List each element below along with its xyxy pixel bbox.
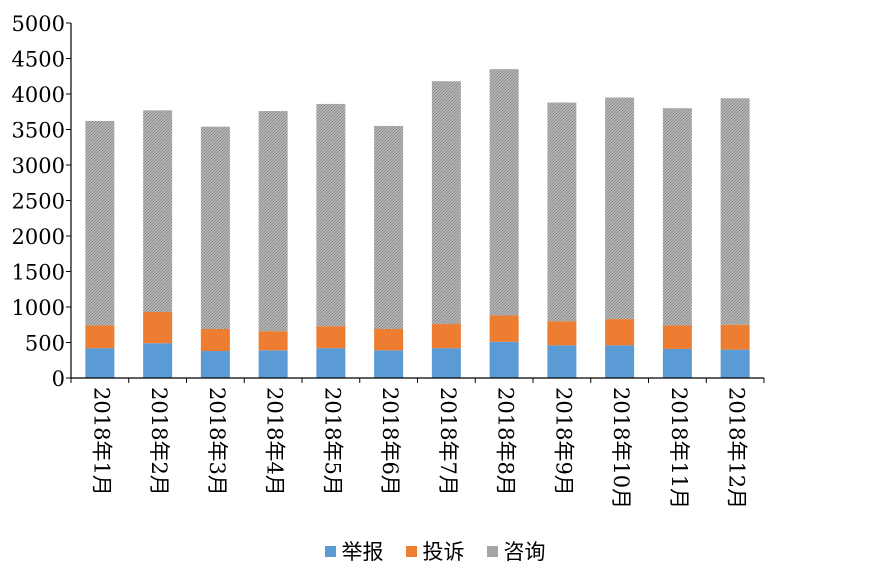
x-tick-label: 2018年4月 bbox=[263, 387, 287, 496]
y-tick-label: 0 bbox=[52, 367, 65, 391]
bar-segment-jubao bbox=[489, 341, 519, 378]
bar-segment-tousu bbox=[374, 329, 404, 351]
bars bbox=[85, 69, 750, 378]
bar-segment-jubao bbox=[662, 348, 692, 378]
legend-swatch-jubao bbox=[324, 545, 336, 557]
x-tick-label: 2018年2月 bbox=[147, 387, 171, 496]
bar-segment-tousu bbox=[85, 325, 115, 349]
x-tick-label: 2018年8月 bbox=[494, 387, 518, 496]
legend-label-tousu: 投诉 bbox=[422, 540, 465, 564]
y-tick-label: 2000 bbox=[12, 225, 65, 249]
bar-segment-zixun bbox=[431, 81, 461, 325]
legend-item-tousu: 投诉 bbox=[405, 536, 465, 566]
bar-segment-tousu bbox=[143, 311, 173, 344]
legend: 举报 投诉 咨询 bbox=[0, 536, 870, 566]
bar-segment-zixun bbox=[200, 126, 230, 330]
bar-segment-zixun bbox=[662, 108, 692, 326]
bar-segment-jubao bbox=[258, 350, 288, 378]
bar-segment-tousu bbox=[489, 315, 519, 342]
bar-segment-jubao bbox=[605, 345, 635, 378]
bar-segment-zixun bbox=[374, 125, 404, 330]
y-tick-label: 4500 bbox=[12, 48, 65, 72]
bar-segment-zixun bbox=[316, 103, 346, 327]
x-tick-label: 2018年11月 bbox=[667, 387, 691, 509]
bar-segment-tousu bbox=[720, 324, 750, 350]
bar-segment-tousu bbox=[316, 326, 346, 349]
y-tick-label: 500 bbox=[25, 332, 65, 356]
legend-item-zixun: 咨询 bbox=[486, 536, 546, 566]
x-axis: 2018年1月 2018年2月 2018年3月 2018年4月 2018年5月 2018年… bbox=[70, 377, 765, 509]
bar-segment-zixun bbox=[720, 98, 750, 325]
bar-segment-tousu bbox=[547, 321, 577, 346]
bar-segment-jubao bbox=[143, 343, 173, 378]
bar-segment-tousu bbox=[662, 325, 692, 349]
bar-segment-zixun bbox=[143, 110, 173, 312]
bar-segment-zixun bbox=[489, 69, 519, 316]
x-tick-label: 2018年7月 bbox=[436, 387, 460, 496]
bar-segment-jubao bbox=[316, 348, 346, 378]
legend-swatch-tousu bbox=[405, 545, 417, 557]
legend-item-jubao: 举报 bbox=[324, 536, 384, 566]
bar-segment-jubao bbox=[374, 350, 404, 378]
bar-segment-tousu bbox=[200, 329, 230, 352]
bar-segment-zixun bbox=[258, 111, 288, 332]
bar-segment-jubao bbox=[200, 351, 230, 378]
y-tick-label: 1500 bbox=[12, 261, 65, 285]
bar-segment-zixun bbox=[547, 102, 577, 322]
bar-segment-jubao bbox=[547, 345, 577, 378]
x-tick-label: 2018年9月 bbox=[551, 387, 575, 496]
y-tick-label: 4000 bbox=[12, 83, 65, 107]
legend-label-zixun: 咨询 bbox=[503, 540, 546, 564]
x-tick-label: 2018年1月 bbox=[89, 387, 113, 496]
y-axis: 0 500 1000 1500 2000 2500 3000 3500 4000 4500 5000 bbox=[12, 12, 72, 391]
legend-swatch-zixun bbox=[486, 545, 498, 557]
x-tick-label: 2018年5月 bbox=[320, 387, 344, 496]
x-tick-label: 2018年3月 bbox=[205, 387, 229, 496]
x-tick-label: 2018年6月 bbox=[378, 387, 402, 496]
y-tick-label: 3500 bbox=[12, 119, 65, 143]
y-tick-label: 3000 bbox=[12, 154, 65, 178]
x-tick-label: 2018年10月 bbox=[609, 387, 633, 509]
bar-segment-jubao bbox=[85, 348, 115, 378]
bar-segment-jubao bbox=[431, 348, 461, 378]
bar-segment-tousu bbox=[431, 324, 461, 349]
x-tick-label: 2018年12月 bbox=[725, 387, 749, 509]
y-tick-label: 5000 bbox=[12, 12, 65, 36]
y-tick-label: 1000 bbox=[12, 296, 65, 320]
bar-segment-tousu bbox=[605, 319, 635, 346]
legend-label-jubao: 举报 bbox=[341, 540, 384, 564]
y-tick-label: 2500 bbox=[12, 190, 65, 214]
bar-segment-jubao bbox=[720, 349, 750, 378]
bar-segment-zixun bbox=[605, 97, 635, 320]
bar-segment-zixun bbox=[85, 120, 115, 326]
bar-segment-tousu bbox=[258, 331, 288, 351]
